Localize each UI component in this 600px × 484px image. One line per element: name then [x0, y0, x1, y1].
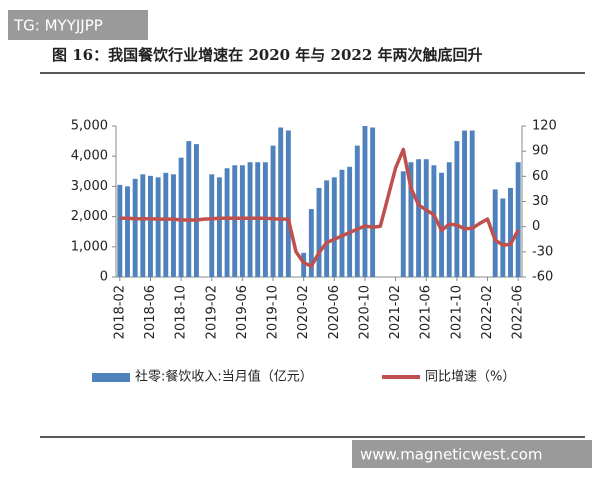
- bar: [216, 177, 222, 277]
- x-tick-label: 2020-10: [357, 285, 372, 339]
- bar: [155, 177, 161, 277]
- x-tick-label: 2018-06: [143, 285, 158, 339]
- bar: [462, 130, 467, 277]
- bar: [400, 171, 406, 277]
- bar: [508, 187, 513, 277]
- y2-tick-label: 120: [532, 119, 557, 134]
- x-tick-label: 2018-10: [174, 285, 189, 339]
- y-tick-label: 3,000: [71, 179, 108, 194]
- bar: [339, 169, 345, 277]
- legend-label: 同比增速（%）: [425, 370, 515, 385]
- x-tick-label: 2020-06: [327, 285, 342, 339]
- line: [119, 147, 520, 268]
- bar: [270, 145, 276, 277]
- footer: www.magneticwest.com: [360, 446, 543, 464]
- bar: [431, 165, 437, 277]
- y2-tick-label: -60: [532, 270, 553, 285]
- bar: [439, 172, 445, 277]
- bar: [324, 180, 330, 277]
- y-tick-label: 0: [100, 270, 108, 285]
- y-tick-label: 5,000: [71, 119, 108, 134]
- x-tick-label: 2018-02: [112, 285, 127, 339]
- bar: [331, 177, 337, 277]
- bar: [117, 184, 123, 277]
- y2-tick-label: 90: [532, 144, 549, 159]
- bar: [308, 209, 314, 277]
- bar: [423, 159, 429, 277]
- bar: [140, 174, 146, 277]
- bar: [224, 168, 230, 277]
- bar: [446, 162, 452, 277]
- x-tick-label: 2019-10: [266, 285, 281, 339]
- bar: [285, 130, 291, 277]
- bar: [132, 178, 138, 277]
- x-tick-label: 2021-06: [419, 285, 434, 339]
- y2-tick-label: 0: [532, 219, 540, 234]
- y2-tick-label: 30: [532, 194, 549, 209]
- bar: [278, 127, 284, 277]
- bar: [209, 174, 215, 277]
- y2-tick-label: -30: [532, 244, 553, 259]
- y-tick-label: 2,000: [71, 209, 108, 224]
- bar: [171, 174, 176, 277]
- bar: [370, 127, 376, 277]
- bar: [515, 162, 521, 277]
- bar: [239, 165, 245, 277]
- watermark-box: [8, 10, 148, 40]
- bar: [148, 175, 153, 277]
- bar: [163, 172, 169, 277]
- x-tick-label: 2021-10: [449, 285, 464, 339]
- watermark: TG: MYYJJPP: [13, 17, 103, 35]
- legend-label: 社零:餐饮收入:当月值（亿元）: [135, 369, 313, 385]
- bar: [232, 165, 238, 277]
- chart-title: 图 16：我国餐饮行业增速在 2020 年与 2022 年两次触底回升: [52, 46, 482, 64]
- y2-tick-label: 60: [532, 169, 549, 184]
- bar: [408, 162, 414, 277]
- x-tick-label: 2020-02: [296, 285, 311, 339]
- bar: [362, 126, 368, 277]
- bar: [186, 141, 192, 277]
- bar: [500, 198, 506, 277]
- bar: [193, 144, 199, 277]
- x-tick-label: 2019-06: [235, 285, 250, 339]
- bar: [354, 145, 360, 277]
- y-tick-label: 4,000: [71, 149, 108, 164]
- bar: [416, 159, 422, 277]
- bar: [301, 252, 307, 277]
- bar: [178, 157, 184, 277]
- y-tick-label: 1,000: [71, 239, 108, 254]
- x-tick-label: 2022-06: [511, 285, 526, 339]
- bar: [469, 130, 475, 277]
- x-tick-label: 2022-02: [480, 285, 495, 339]
- bar: [125, 186, 130, 277]
- legend-swatch: [92, 373, 130, 382]
- bar: [316, 187, 322, 277]
- footer-box: [352, 440, 592, 468]
- x-tick-label: 2019-02: [204, 285, 219, 339]
- x-tick-label: 2021-02: [388, 285, 403, 339]
- bar: [454, 141, 460, 277]
- bar: [492, 189, 498, 277]
- bar: [347, 166, 353, 277]
